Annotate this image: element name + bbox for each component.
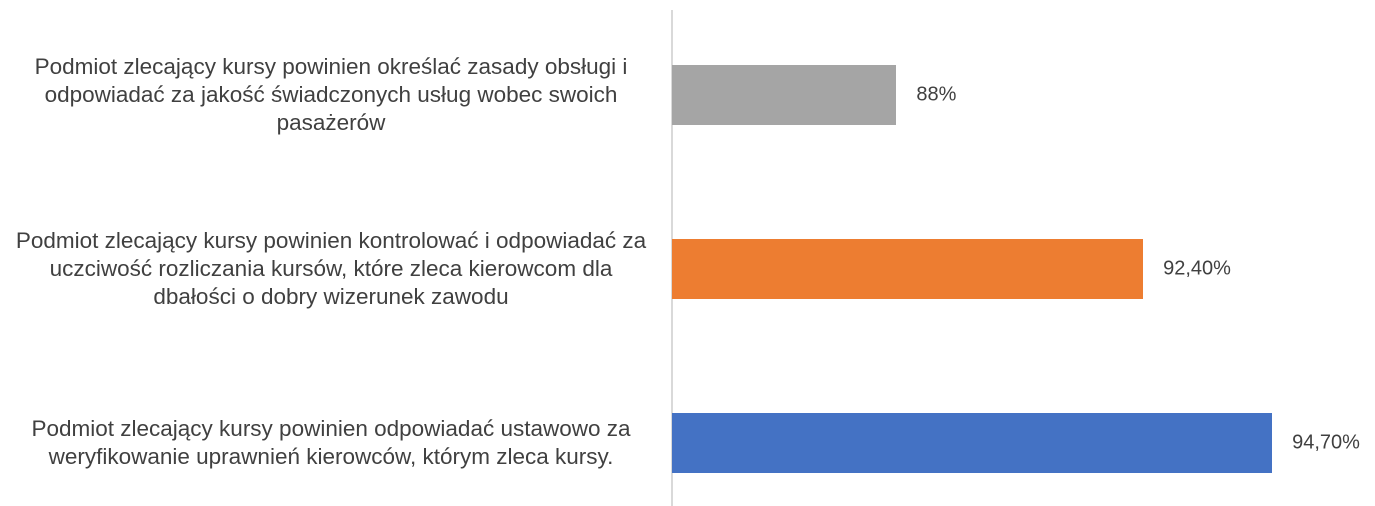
bar bbox=[672, 239, 1144, 299]
data-label: 92,40% bbox=[1163, 257, 1231, 280]
category-label: Podmiot zlecający kursy powinien określa… bbox=[34, 54, 628, 135]
bar bbox=[672, 65, 897, 125]
bar bbox=[672, 413, 1273, 473]
category-label: Podmiot zlecający kursy powinien odpowia… bbox=[31, 416, 631, 469]
data-label: 88% bbox=[916, 83, 957, 106]
category-label: Podmiot zlecający kursy powinien kontrol… bbox=[15, 228, 647, 309]
data-label: 94,70% bbox=[1292, 431, 1360, 454]
